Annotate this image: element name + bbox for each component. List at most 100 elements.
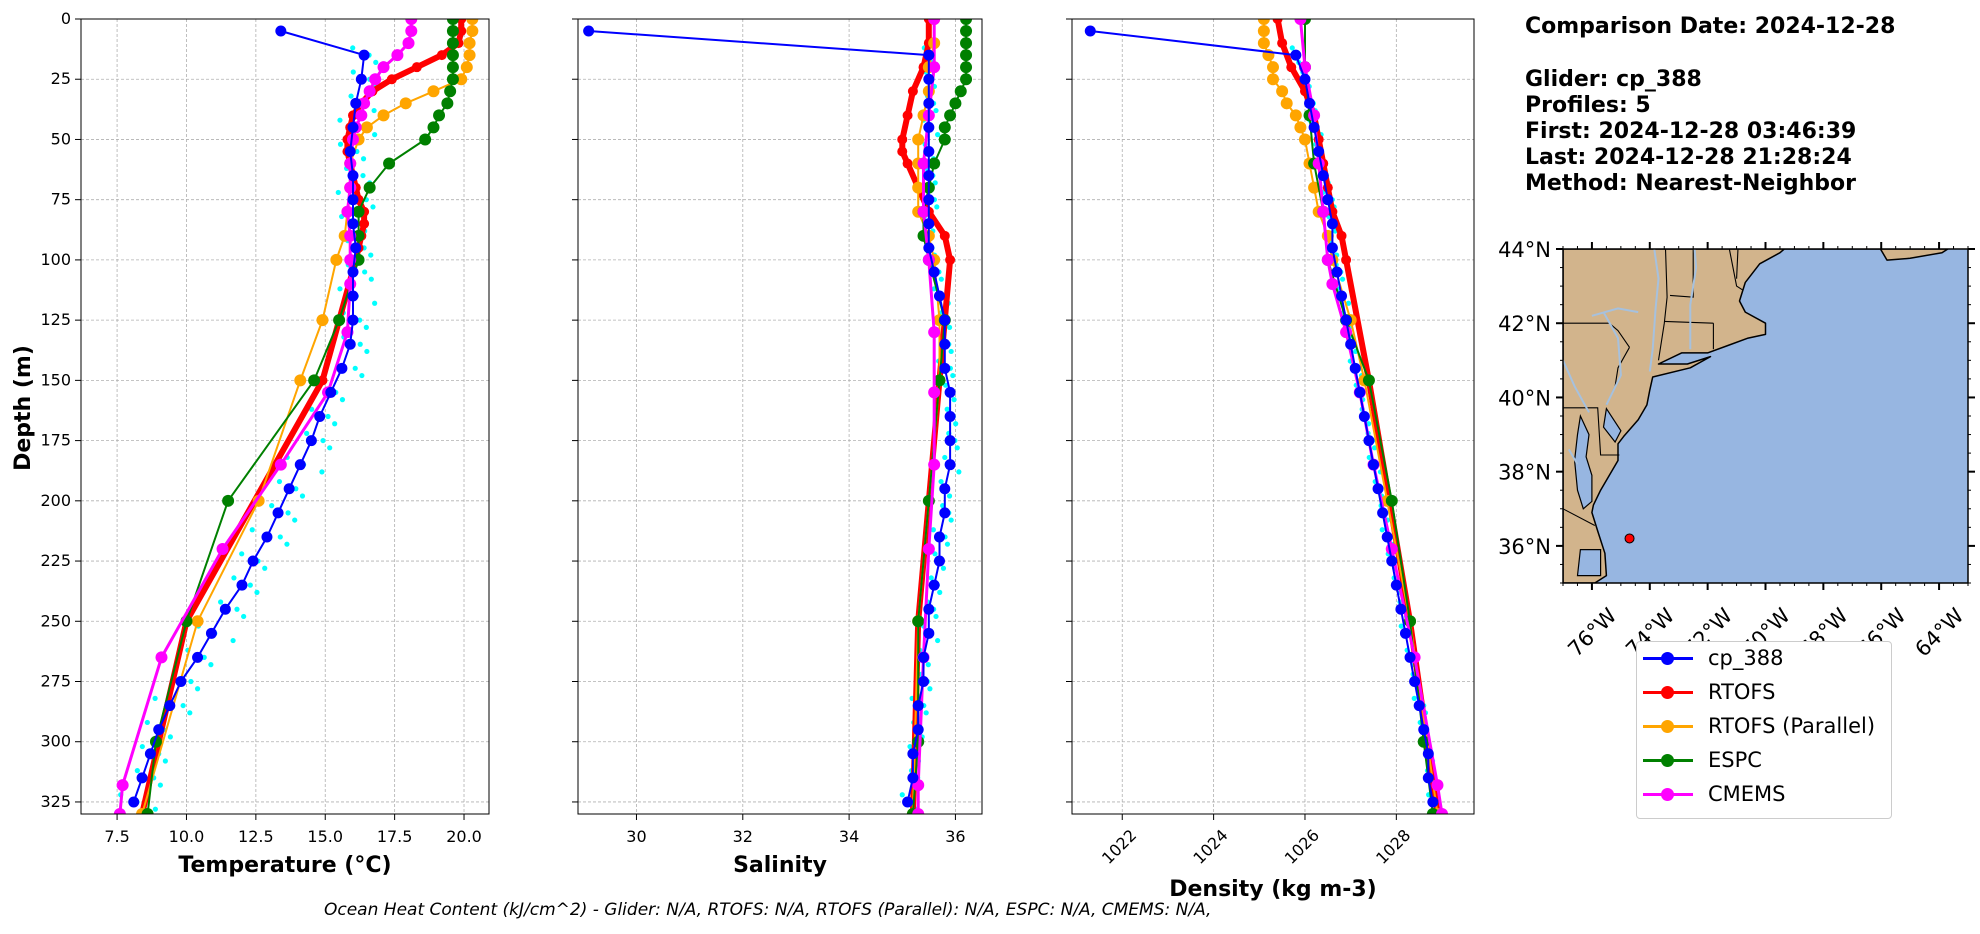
data-point xyxy=(918,651,930,663)
data-point xyxy=(1431,779,1444,792)
data-point xyxy=(460,61,473,74)
data-point xyxy=(341,205,354,218)
data-point xyxy=(1340,314,1352,326)
legend: cp_388 RTOFS RTOFS (Parallel) ESPC CMEMS xyxy=(1636,641,1892,819)
raw-glider-point xyxy=(276,478,283,485)
raw-glider-point xyxy=(359,372,365,379)
data-point xyxy=(405,19,418,25)
data-point xyxy=(316,314,329,327)
data-point xyxy=(274,458,287,471)
data-point xyxy=(1257,37,1270,50)
data-point xyxy=(907,748,919,760)
river xyxy=(1563,359,1590,413)
data-point xyxy=(944,459,956,471)
data-point xyxy=(939,338,951,350)
data-point xyxy=(352,205,365,218)
data-point xyxy=(1422,772,1434,784)
series-line-espc xyxy=(146,19,454,814)
y-tick-label: 225 xyxy=(40,551,71,570)
raw-glider-point xyxy=(935,637,941,644)
raw-glider-point xyxy=(1411,695,1417,701)
x-tick-label: 1024 xyxy=(1189,826,1231,868)
raw-glider-point xyxy=(944,541,951,547)
plot-area xyxy=(583,19,973,814)
axes-frame xyxy=(80,18,490,815)
raw-glider-point xyxy=(332,421,338,427)
x-tick-label: 1028 xyxy=(1372,826,1414,868)
data-point xyxy=(433,109,446,122)
map-lon-label: 76°W xyxy=(1563,603,1621,661)
data-point xyxy=(369,73,382,86)
river xyxy=(1689,249,1698,350)
data-point xyxy=(1404,651,1416,663)
data-point xyxy=(928,326,941,339)
raw-glider-point xyxy=(293,486,299,492)
raw-glider-point xyxy=(337,141,344,147)
raw-glider-point xyxy=(167,734,173,740)
data-point xyxy=(928,266,940,278)
data-point xyxy=(939,314,951,326)
data-point xyxy=(939,483,951,495)
data-point xyxy=(344,181,357,194)
data-point xyxy=(923,627,935,639)
data-point xyxy=(1341,254,1352,265)
data-point xyxy=(939,230,950,241)
data-point xyxy=(1277,38,1288,49)
raw-glider-point xyxy=(372,132,378,138)
data-point xyxy=(923,603,935,615)
legend-swatch-dot xyxy=(1661,788,1674,801)
data-point xyxy=(928,61,941,74)
state-border xyxy=(1563,407,1620,456)
x-axis-label: Temperature (°C) xyxy=(178,853,391,878)
data-point xyxy=(933,531,945,543)
data-point xyxy=(923,170,935,182)
data-point xyxy=(912,615,925,628)
legend-label: ESPC xyxy=(1708,748,1762,772)
raw-glider-point xyxy=(928,575,934,581)
y-tick-label: 300 xyxy=(40,732,71,751)
bay xyxy=(1602,406,1622,444)
data-point xyxy=(928,386,941,399)
data-point xyxy=(938,121,951,134)
data-point xyxy=(1313,146,1325,157)
data-point xyxy=(1418,724,1430,736)
y-tick-label: 150 xyxy=(40,370,71,389)
series-line-rtofs-parallel- xyxy=(1262,19,1439,814)
data-point xyxy=(446,25,459,38)
legend-item-rtofs: RTOFS xyxy=(1637,678,1891,712)
raw-glider-point xyxy=(956,469,962,475)
first-profile-time: First: 2024-12-28 03:46:39 xyxy=(1525,119,1857,144)
x-tick-label: 1026 xyxy=(1281,826,1323,868)
data-point xyxy=(1413,700,1425,712)
raw-glider-point xyxy=(935,132,941,138)
raw-glider-point xyxy=(946,324,953,330)
data-point xyxy=(902,796,914,808)
series-line-rtofs xyxy=(139,19,465,814)
data-point xyxy=(344,338,356,350)
raw-glider-point xyxy=(339,397,346,403)
map-content xyxy=(1563,249,1949,583)
data-point xyxy=(922,543,935,555)
data-point xyxy=(1304,97,1316,109)
data-point xyxy=(1280,97,1293,110)
y-tick-label: 100 xyxy=(40,250,71,269)
river xyxy=(1567,448,1579,465)
data-point xyxy=(247,555,259,567)
data-point xyxy=(960,25,973,38)
data-point xyxy=(928,579,940,591)
raw-glider-point xyxy=(284,541,290,547)
interpolation-method: Method: Nearest-Neighbor xyxy=(1525,171,1856,196)
raw-glider-point xyxy=(364,348,370,355)
data-point xyxy=(933,555,945,567)
raw-glider-point xyxy=(299,493,306,499)
data-point xyxy=(1385,494,1398,507)
data-point xyxy=(347,133,359,146)
data-point xyxy=(1381,531,1393,543)
y-tick-label: 125 xyxy=(40,310,71,329)
data-point xyxy=(1399,627,1411,639)
data-point xyxy=(205,627,217,639)
raw-glider-point xyxy=(319,469,325,475)
raw-glider-point xyxy=(152,695,158,701)
map-lat-label: 44°N xyxy=(1498,238,1551,262)
raw-glider-point xyxy=(335,189,341,196)
